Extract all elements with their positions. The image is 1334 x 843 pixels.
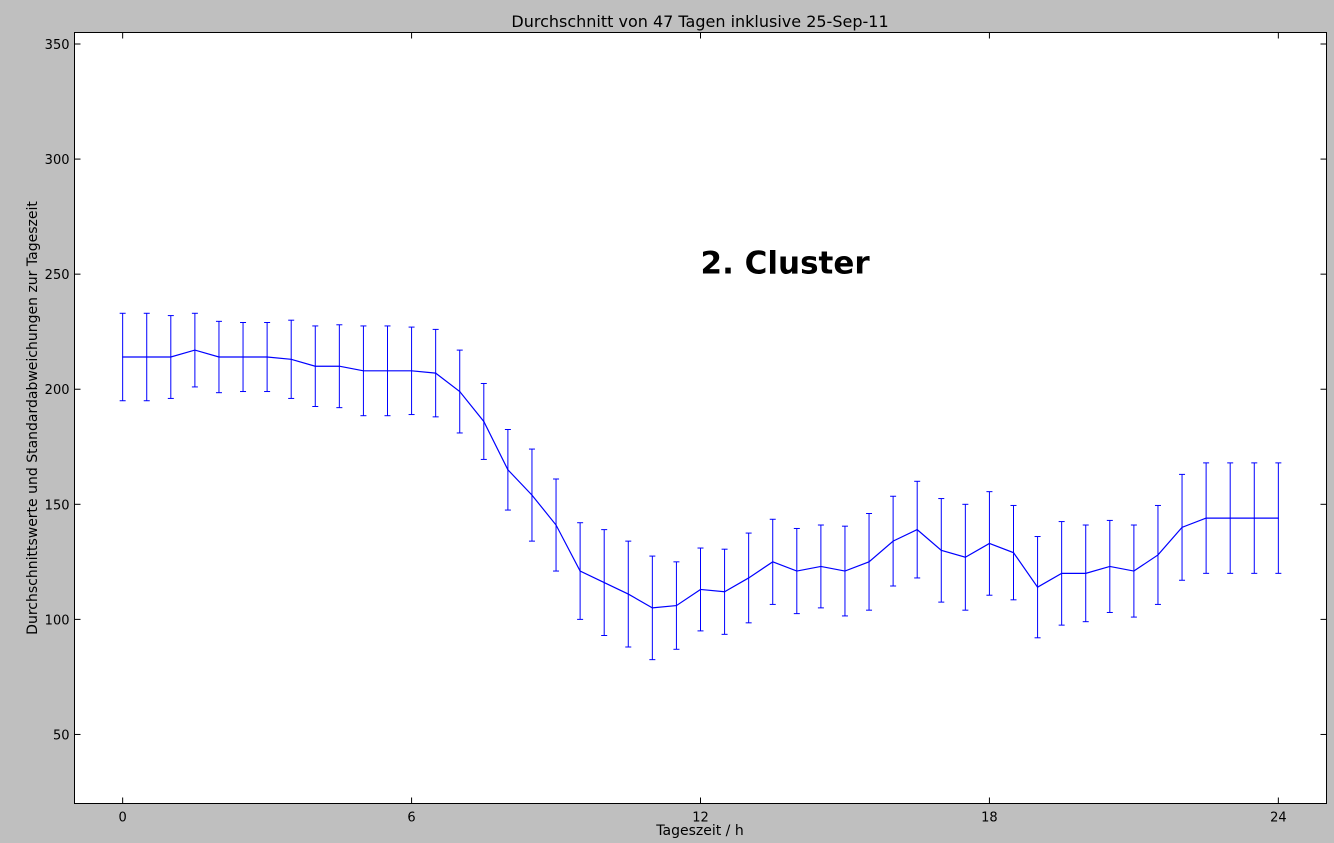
data-point [675,604,678,607]
data-point [868,561,870,563]
y-tick-label: 150 [45,498,70,513]
data-point [603,581,605,584]
data-point [410,370,413,372]
chart-title: Durchschnitt von 47 Tagen inklusive 25-S… [511,12,888,31]
data-point [964,556,966,558]
data-point [266,356,268,358]
y-tick-label: 250 [45,268,70,283]
data-point [1109,565,1111,568]
x-axis-label: Tageszeit / h [655,823,743,839]
data-point [435,372,437,374]
data-point [627,593,629,595]
data-point [772,561,774,563]
data-point [748,577,750,579]
data-point [314,365,316,367]
data-point [723,591,726,593]
data-point [146,356,148,358]
data-point [916,529,918,531]
y-tick-label: 350 [45,38,70,53]
data-point [218,356,220,358]
data-point [290,358,292,360]
data-point [940,549,942,551]
plot-area [74,32,1327,804]
data-point [892,540,894,542]
data-point [338,365,340,367]
data-point [651,607,653,609]
data-point [1133,570,1135,572]
data-point [242,356,244,358]
ticks-group: 0 6 12 18 24 50 100 150 200 250 300 350 [45,32,1327,826]
data-point [796,570,798,572]
data-point [579,570,581,572]
data-point [362,370,365,372]
data-point [844,570,846,572]
y-tick-label: 100 [45,613,70,628]
data-point [194,349,196,351]
data-point [1061,572,1063,574]
line-group [122,349,1279,609]
data-point [820,565,822,568]
data-point [1253,517,1255,519]
data-point [1205,517,1207,519]
x-tick-label: 18 [981,811,998,826]
data-point [699,588,702,591]
data-point [988,542,991,545]
data-point [1085,572,1087,574]
data-point [459,390,461,393]
x-tick-label: 24 [1270,811,1287,826]
x-tick-label: 0 [119,811,127,826]
y-tick-label: 300 [45,153,70,168]
x-tick-label: 12 [692,811,709,826]
data-point [1277,517,1279,519]
data-point [1157,554,1159,556]
data-point [386,370,389,372]
y-tick-label: 50 [53,728,70,743]
data-point [483,420,485,423]
cluster-annotation: 2. Cluster [701,246,871,282]
y-axis-label: Durchschnittswerte und Standardabweichun… [25,201,41,635]
data-point [531,494,533,496]
y-tick-label: 200 [45,383,70,398]
data-point [1181,526,1183,528]
data-point [1036,586,1039,588]
data-point [555,524,557,526]
data-point [507,469,509,471]
data-point [1229,517,1231,519]
data-point [170,356,172,358]
x-tick-label: 6 [407,811,415,826]
data-point [122,356,124,358]
data-point [1012,552,1015,554]
